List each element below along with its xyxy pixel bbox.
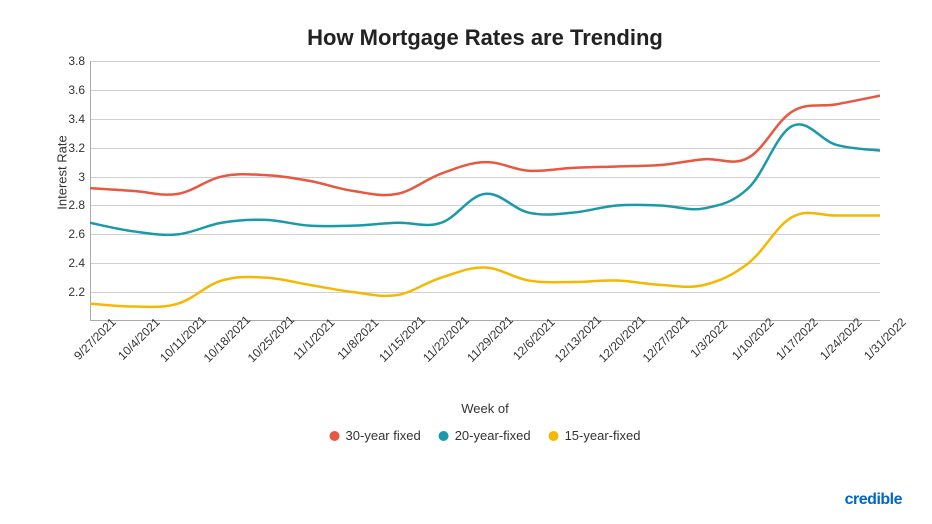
plot-area: Interest Rate 2.22.42.62.833.23.43.63.8 … [90, 61, 880, 321]
y-tick-label: 3 [78, 170, 85, 184]
line-chart-svg [90, 61, 880, 321]
legend-dot-icon [549, 431, 559, 441]
x-tick-label: 1/10/2022 [729, 315, 777, 363]
series-line [90, 96, 880, 195]
y-ticks: 2.22.42.62.833.23.43.63.8 [50, 61, 85, 321]
y-tick-label: 2.2 [68, 285, 85, 299]
legend-dot-icon [330, 431, 340, 441]
series-line [90, 124, 880, 234]
brand-logo: credible [845, 491, 902, 509]
legend-dot-icon [439, 431, 449, 441]
y-tick-label: 3.6 [68, 83, 85, 97]
y-tick-label: 3.8 [68, 54, 85, 68]
legend: 30-year fixed 20-year-fixed 15-year-fixed [330, 428, 641, 443]
legend-label: 20-year-fixed [455, 428, 531, 443]
x-tick-label: 12/6/2021 [510, 315, 558, 363]
x-tick-label: 1/24/2022 [817, 315, 865, 363]
x-axis-label: Week of [461, 401, 508, 416]
legend-item: 30-year fixed [330, 428, 421, 443]
legend-item: 15-year-fixed [549, 428, 641, 443]
legend-label: 15-year-fixed [565, 428, 641, 443]
x-tick-label: 1/17/2022 [773, 315, 821, 363]
x-tick-label: 1/31/2022 [861, 315, 909, 363]
x-tick-label: 11/1/2021 [291, 315, 338, 362]
x-tick-label: 1/3/2022 [688, 317, 731, 360]
y-tick-label: 2.4 [68, 256, 85, 270]
x-tick-label: 11/8/2021 [335, 315, 382, 362]
chart-container: How Mortgage Rates are Trending Interest… [90, 25, 880, 455]
y-tick-label: 3.2 [68, 141, 85, 155]
x-ticks: 9/27/202110/4/202110/11/202110/18/202110… [90, 326, 880, 386]
legend-label: 30-year fixed [346, 428, 421, 443]
x-tick-label: 9/27/2021 [71, 315, 119, 363]
y-tick-label: 2.6 [68, 227, 85, 241]
y-tick-label: 3.4 [68, 112, 85, 126]
x-tick-label: 10/4/2021 [115, 315, 163, 363]
chart-title: How Mortgage Rates are Trending [90, 25, 880, 51]
legend-item: 20-year-fixed [439, 428, 531, 443]
y-tick-label: 2.8 [68, 198, 85, 212]
